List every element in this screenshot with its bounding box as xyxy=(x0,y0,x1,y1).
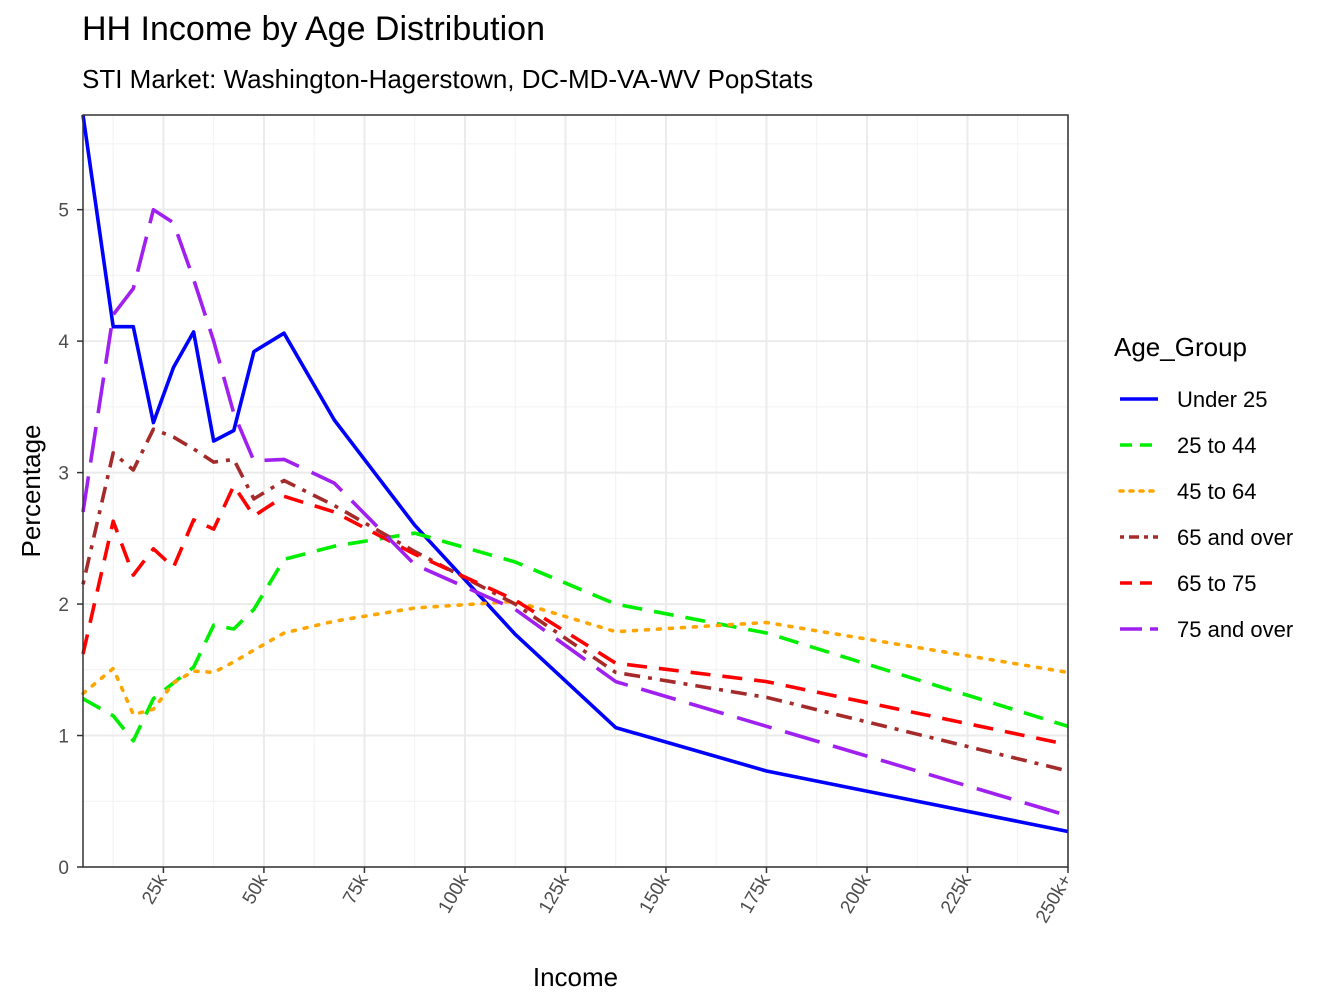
series-lines xyxy=(81,114,1070,834)
y-axis-title: Percentage xyxy=(16,425,46,558)
y-tick-label: 0 xyxy=(58,858,69,879)
chart-title: HH Income by Age Distribution xyxy=(82,10,545,48)
legend-title: Age_Group xyxy=(1114,332,1247,362)
series-line-65-to-75 xyxy=(81,483,1069,747)
axes: 0 1 2 3 4 5 25k 50k 75k 100k 125k 150k 175k 200k 225k 2… xyxy=(58,201,1076,927)
x-axis-title: Income xyxy=(533,962,618,992)
series-line-45-to-64 xyxy=(81,599,1070,717)
legend: Age_Group Under 25 25 to 44 45 to 64 65 and… xyxy=(1114,332,1293,642)
y-tick-label: 3 xyxy=(58,464,69,485)
legend-label: 65 to 75 xyxy=(1177,571,1257,596)
chart-subtitle: STI Market: Washington-Hagerstown, DC-MD… xyxy=(82,64,814,94)
series-line-25-to-44 xyxy=(82,531,1069,743)
y-tick-label: 4 xyxy=(58,332,69,353)
x-tick-label: 225k xyxy=(937,871,976,918)
y-tick-label: 5 xyxy=(58,201,69,222)
legend-label: 25 to 44 xyxy=(1177,433,1257,458)
x-tick-label: 100k xyxy=(434,871,473,918)
x-tick-label: 175k xyxy=(736,871,775,918)
x-tick-label: 150k xyxy=(636,871,675,918)
x-tick-label: 125k xyxy=(535,871,574,918)
legend-label: 45 to 64 xyxy=(1177,479,1257,504)
y-tick-label: 1 xyxy=(58,727,69,748)
x-tick-label: 250k+ xyxy=(1032,871,1076,927)
legend-label: Under 25 xyxy=(1177,387,1268,412)
x-tick-label: 75k xyxy=(339,871,373,908)
x-tick-label: 50k xyxy=(239,871,273,908)
legend-label: 65 and over xyxy=(1177,525,1293,550)
legend-label: 75 and over xyxy=(1177,617,1293,642)
panel-border xyxy=(82,114,1069,868)
series-line-65-and-over xyxy=(81,427,1069,773)
x-tick-label: 25k xyxy=(138,871,172,908)
series-line-under-25 xyxy=(81,114,1069,834)
y-tick-label: 2 xyxy=(58,595,69,616)
x-tick-label: 200k xyxy=(837,871,876,918)
series-line-75-and-over xyxy=(81,207,1069,818)
